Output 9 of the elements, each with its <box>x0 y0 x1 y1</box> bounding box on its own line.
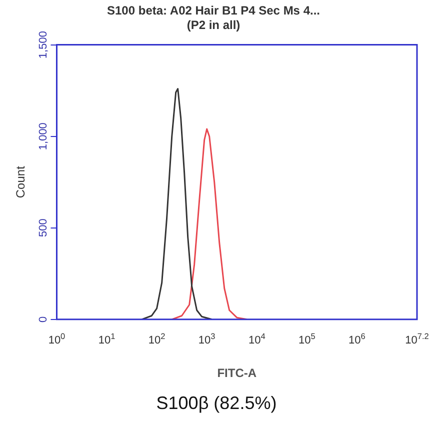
y-axis-title: Count <box>14 165 28 198</box>
chart-subtitle: (P2 in all) <box>186 18 240 32</box>
y-tick-label: 1,000 <box>37 122 50 150</box>
y-tick-label: 500 <box>37 218 50 238</box>
y-tick-label: 0 <box>37 316 50 322</box>
y-tick-label: 1,500 <box>37 31 50 59</box>
chart-title: S100 beta: A02 Hair B1 P4 Sec Ms 4... <box>107 4 320 18</box>
x-axis-title: FITC-A <box>217 366 257 380</box>
text: S100β (82.5%) <box>155 393 278 414</box>
